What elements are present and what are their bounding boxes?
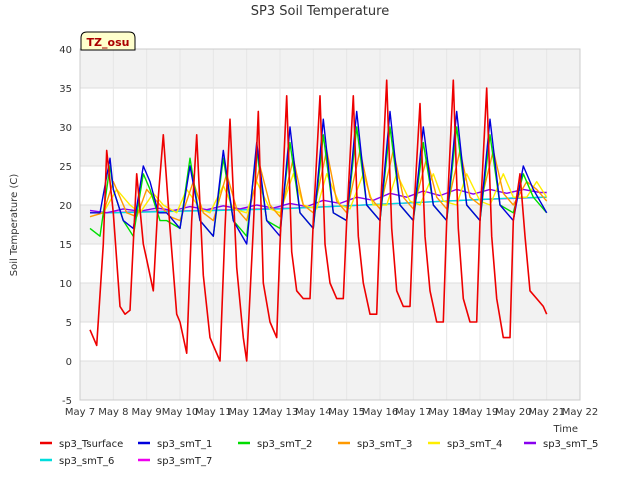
x-tick-label: May 11 — [195, 407, 232, 418]
x-tick-label: May 20 — [495, 407, 532, 418]
series-line-sp3-smT-4 — [90, 173, 548, 214]
x-tick-label: May 10 — [162, 407, 199, 418]
y-tick-label: 20 — [59, 201, 72, 212]
x-tick-label: May 22 — [562, 407, 599, 418]
legend-label: sp3_smT_5 — [543, 439, 598, 450]
legend-label: sp3_smT_2 — [257, 439, 312, 450]
y-tick-label: 40 — [59, 45, 72, 56]
legend-label: sp3_Tsurface — [59, 439, 123, 450]
timezone-badge-label: TZ_osu — [87, 36, 130, 49]
y-tick-label: 30 — [59, 123, 72, 134]
x-tick-label: May 19 — [462, 407, 499, 418]
legend-label: sp3_smT_6 — [59, 456, 114, 467]
x-tick-label: May 15 — [328, 407, 365, 418]
x-tick-label: May 14 — [295, 407, 332, 418]
x-axis-title: Time — [553, 424, 578, 435]
y-tick-label: 35 — [59, 84, 72, 95]
series-line-sp3-smT-1 — [90, 110, 548, 245]
plot-band — [80, 283, 580, 322]
legend-label: sp3_smT_7 — [157, 456, 212, 467]
x-tick-label: May 13 — [262, 407, 299, 418]
chart-title: SP3 Soil Temperature — [251, 4, 389, 19]
x-tick-label: May 8 — [98, 407, 128, 418]
x-tick-label: May 7 — [65, 407, 95, 418]
x-tick-label: May 16 — [362, 407, 399, 418]
y-axis-ticks: -5 0 5 10 15 20 25 30 35 40 — [59, 45, 72, 407]
x-tick-label: May 18 — [428, 407, 465, 418]
timezone-badge: TZ_osu — [80, 31, 136, 51]
series-lines — [89, 79, 548, 362]
plot-band — [80, 127, 580, 166]
y-axis-title: Soil Temperature (C) — [9, 174, 20, 277]
legend-label: sp3_smT_4 — [447, 439, 502, 450]
plot-band — [80, 361, 580, 400]
y-tick-label: 25 — [59, 162, 72, 173]
series-line-sp3-Tsurface — [89, 79, 548, 362]
x-tick-label: May 9 — [132, 407, 162, 418]
y-tick-label: 0 — [66, 357, 72, 368]
plot-band — [80, 49, 580, 88]
x-tick-label: May 21 — [528, 407, 565, 418]
x-tick-label: May 17 — [395, 407, 432, 418]
legend-label: sp3_smT_3 — [357, 439, 412, 450]
y-tick-label: 5 — [66, 318, 72, 329]
y-tick-label: 15 — [59, 240, 72, 251]
x-tick-label: May 12 — [228, 407, 265, 418]
legend: sp3_Tsurface sp3_smT_1 sp3_smT_2 sp3_smT_3 s… — [40, 439, 598, 467]
plot-bands — [80, 49, 580, 400]
plot-frame — [79, 48, 581, 401]
legend-label: sp3_smT_1 — [157, 439, 212, 450]
y-tick-label: -5 — [62, 396, 72, 407]
y-tick-label: 10 — [59, 279, 72, 290]
